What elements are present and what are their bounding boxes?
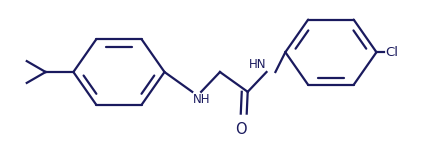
Text: Cl: Cl xyxy=(385,46,398,59)
Text: HN: HN xyxy=(249,58,267,71)
Text: O: O xyxy=(235,121,246,137)
Text: NH: NH xyxy=(193,93,211,106)
